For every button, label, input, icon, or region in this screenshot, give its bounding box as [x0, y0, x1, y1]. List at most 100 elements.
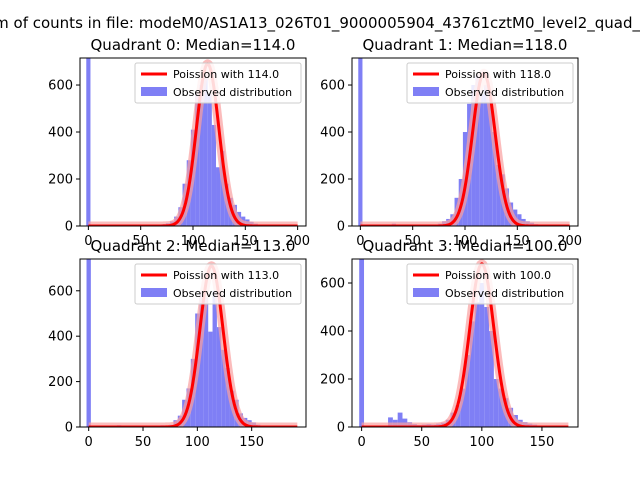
histogram-bar — [489, 331, 494, 427]
histogram-bar — [483, 85, 489, 226]
x-tick-label: 50 — [413, 435, 430, 450]
subplot-grid: 0 50 100 150 200 0 200 400 600 Quadrant 0: Median… — [48, 36, 582, 450]
legend-patch-swatch — [141, 288, 167, 297]
subplot-q3: 0 50 100 150 0 200 400 600 Quadrant 3: Median=10… — [320, 237, 579, 450]
subplot-q1: 0 50 100 150 200 0 200 400 600 Quadrant 1: Median… — [320, 36, 582, 249]
x-tick-label: 100 — [185, 435, 210, 450]
poisson-line — [87, 62, 299, 226]
x-tick-label: 100 — [469, 435, 494, 450]
legend-patch-swatch — [141, 87, 167, 96]
histogram-bar — [211, 124, 217, 226]
y-tick-label: 600 — [320, 79, 345, 94]
legend-frame — [406, 263, 574, 305]
x-tick-label: 50 — [132, 234, 149, 249]
histogram-bar — [216, 327, 222, 427]
histogram-bar — [86, 259, 91, 427]
histogram-bar — [492, 132, 497, 226]
histogram-bar — [479, 94, 484, 226]
histogram-bar — [498, 388, 504, 427]
histogram-bar — [474, 302, 480, 427]
y-tick-label: 200 — [48, 173, 73, 188]
histogram-bar — [203, 75, 208, 226]
legend-entry: Observed distribution — [173, 287, 292, 300]
x-tick-label: 150 — [530, 435, 555, 450]
y-tick-label: 400 — [48, 330, 73, 345]
x-tick-label: 200 — [557, 234, 582, 249]
histogram-bar — [86, 58, 91, 226]
x-tick-label: 100 — [453, 234, 478, 249]
histogram-bar — [460, 388, 465, 427]
x-tick-label: 100 — [181, 234, 206, 249]
histogram-bar — [207, 94, 212, 226]
legend-frame — [134, 62, 302, 104]
histogram-bar — [216, 167, 221, 226]
y-tick-label: 400 — [320, 325, 345, 340]
legend-patch-swatch — [413, 87, 439, 96]
y-tick-label: 200 — [320, 173, 345, 188]
figure-suptitle: Histogram of counts in file: modeM0/AS1A… — [0, 14, 640, 33]
histogram-bar — [496, 164, 501, 226]
histogram-bar — [465, 355, 470, 427]
histogram-bar — [484, 307, 490, 427]
histogram-bar — [212, 290, 217, 427]
x-tick-label: 150 — [239, 435, 264, 450]
subplot-q2: 0 50 100 150 0 200 400 600 Quadrant 2: Median=11… — [48, 237, 307, 450]
histogram-bar — [221, 349, 226, 427]
legend-frame — [406, 62, 574, 104]
legend-entry: Poission with 114.0 — [173, 68, 279, 81]
x-tick-label: 0 — [84, 234, 92, 249]
histogram-bar — [199, 85, 204, 226]
legend: Poission with 114.0 Observed distribution — [134, 62, 302, 104]
axes-frame — [79, 258, 307, 428]
legend-entry: Poission with 113.0 — [173, 269, 279, 282]
histogram-bar — [199, 290, 204, 427]
plot-area — [84, 58, 302, 226]
y-tick-label: 0 — [65, 421, 73, 436]
x-tick-label: 0 — [85, 435, 93, 450]
y-tick-label: 200 — [48, 375, 73, 390]
legend: Poission with 118.0 Observed distribution — [406, 62, 574, 104]
histogram-bar — [359, 259, 365, 427]
histogram-bar — [388, 417, 393, 427]
legend-entry: Observed distribution — [173, 86, 292, 99]
x-tick-label: 0 — [356, 234, 364, 249]
histogram-bar — [488, 99, 493, 226]
legend-entry: Poission with 118.0 — [445, 68, 551, 81]
legend: Poission with 100.0 Observed distribution — [406, 263, 574, 305]
histogram-bar — [195, 94, 200, 226]
subplot-title: Quadrant 1: Median=118.0 — [363, 36, 568, 54]
x-tick-label: 150 — [233, 234, 258, 249]
y-tick-label: 400 — [48, 126, 73, 141]
histogram-bar — [203, 297, 209, 427]
histogram-bar — [479, 283, 485, 427]
legend: Poission with 113.0 Observed distribution — [134, 263, 302, 305]
histogram-bar — [493, 379, 499, 427]
legend-entry: Observed distribution — [445, 86, 564, 99]
subplot-q0: 0 50 100 150 200 0 200 400 600 Quadrant 0: Median… — [48, 36, 310, 249]
y-tick-label: 400 — [320, 126, 345, 141]
y-tick-label: 0 — [65, 220, 73, 235]
y-tick-label: 600 — [320, 277, 345, 292]
y-tick-label: 0 — [337, 421, 345, 436]
histogram-bar — [397, 412, 403, 427]
histogram-bar — [475, 75, 480, 226]
x-tick-label: 50 — [135, 435, 152, 450]
legend-frame — [134, 263, 302, 305]
x-tick-label: 200 — [285, 234, 310, 249]
y-tick-label: 600 — [48, 284, 73, 299]
histogram-bar — [358, 58, 363, 226]
histogram-bar — [225, 367, 230, 427]
axes-frame — [351, 258, 579, 428]
histogram-bar — [469, 321, 475, 427]
x-tick-label: 50 — [404, 234, 421, 249]
legend-patch-swatch — [413, 288, 439, 297]
y-tick-label: 600 — [48, 79, 73, 94]
subplot-title: Quadrant 2: Median=113.0 — [91, 237, 296, 255]
x-tick-label: 150 — [505, 234, 530, 249]
y-tick-label: 200 — [320, 373, 345, 388]
legend-entry: Observed distribution — [445, 287, 564, 300]
legend-entry: Poission with 100.0 — [445, 269, 551, 282]
subplot-title: Quadrant 3: Median=100.0 — [363, 237, 568, 255]
x-tick-label: 0 — [357, 435, 365, 450]
